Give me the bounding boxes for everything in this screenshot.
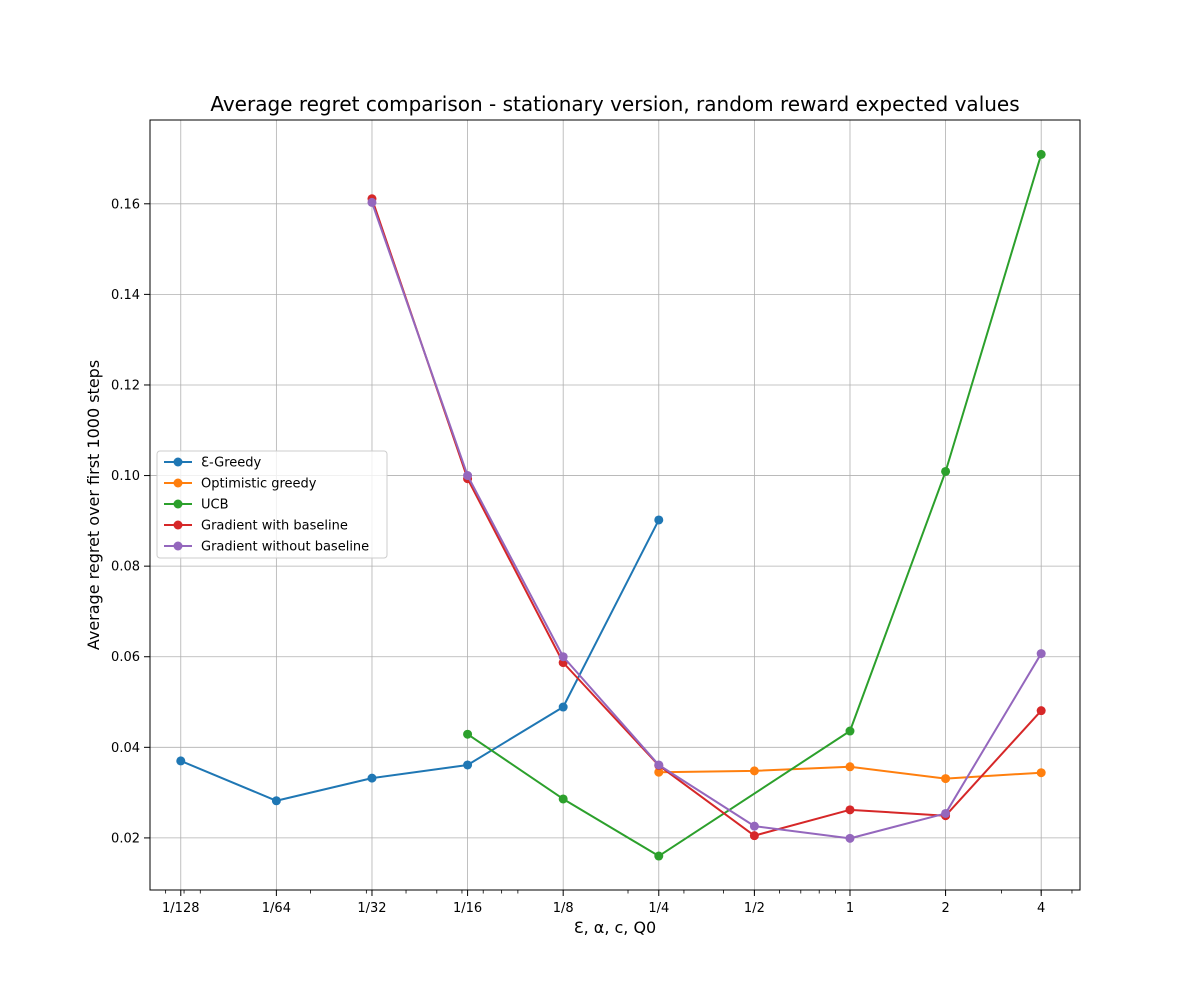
x-tick-label: 4	[1037, 901, 1045, 916]
legend-swatch-marker	[173, 520, 183, 530]
data-point	[654, 760, 664, 770]
legend-label: Gradient with baseline	[201, 519, 348, 534]
data-point	[941, 774, 951, 784]
series-line	[371, 198, 1042, 837]
series-2	[654, 762, 1046, 784]
x-tick-label: 1/4	[648, 901, 669, 916]
data-point	[558, 794, 568, 804]
y-tick-label: 0.14	[111, 288, 140, 303]
data-point	[845, 726, 855, 736]
data-point	[845, 833, 855, 843]
data-point	[463, 760, 473, 770]
axes: 1/128 1/64 1/32 1/16 1/8 1/4 1/2 1 2 4 0.02 0.04 0.0…	[111, 197, 1073, 916]
data-point	[1036, 149, 1046, 159]
x-tick-label: 1/32	[357, 901, 386, 916]
x-axis-title: Ɛ, α, c, Q0	[574, 918, 656, 937]
legend: Ɛ-Greedy Optimistic greedy UCB Gradient wit…	[156, 450, 388, 559]
data-point	[749, 831, 759, 841]
data-point	[271, 796, 281, 806]
data-point	[558, 652, 568, 662]
y-tick-label: 0.06	[111, 650, 140, 665]
y-tick-label: 0.04	[111, 741, 140, 756]
legend-swatch-marker	[173, 457, 183, 467]
y-tick-label: 0.12	[111, 378, 140, 393]
y-tick-label: 0.10	[111, 469, 140, 484]
legend-label: Ɛ-Greedy	[201, 456, 262, 471]
x-tick-label: 1/128	[162, 901, 199, 916]
data-point	[1036, 649, 1046, 659]
y-tick-label: 0.08	[111, 560, 140, 575]
legend-swatch-marker	[173, 541, 183, 551]
data-point	[941, 808, 951, 818]
data-point	[558, 702, 568, 712]
data-point	[941, 466, 951, 476]
y-tick-label: 0.16	[111, 197, 140, 212]
series-3	[463, 149, 1046, 861]
y-axis-title: Average regret over first 1000 steps	[84, 360, 103, 650]
y-tick-label: 0.02	[111, 831, 140, 846]
data-point	[463, 729, 473, 739]
x-tick-label: 2	[941, 901, 949, 916]
grid	[150, 120, 1080, 890]
data-point	[176, 756, 186, 766]
data-point	[463, 471, 473, 481]
x-tick-label: 1	[846, 901, 854, 916]
legend-swatch-marker	[173, 478, 183, 488]
data-point	[749, 821, 759, 831]
data-point	[845, 762, 855, 772]
data-point	[367, 773, 377, 783]
x-tick-label: 1/8	[553, 901, 574, 916]
chart-title: Average regret comparison - stationary v…	[210, 92, 1019, 116]
data-point	[749, 766, 759, 776]
x-tick-label: 1/64	[262, 901, 291, 916]
series-line	[371, 202, 1043, 840]
legend-swatch-marker	[173, 499, 183, 509]
legend-label: UCB	[201, 498, 229, 513]
legend-label: Optimistic greedy	[201, 477, 317, 492]
data-point	[1036, 768, 1046, 778]
x-tick-label: 1/16	[453, 901, 482, 916]
legend-label: Gradient without baseline	[201, 540, 369, 555]
data-point	[367, 197, 377, 207]
series-layer	[176, 149, 1046, 861]
series-line	[467, 154, 1043, 858]
legend-box	[156, 450, 388, 559]
series-5	[367, 197, 1046, 843]
x-tick-label: 1/2	[744, 901, 765, 916]
data-point	[654, 515, 664, 525]
data-point	[1036, 706, 1046, 716]
plot-frame	[149, 119, 1081, 891]
data-point	[654, 767, 664, 777]
data-point	[845, 805, 855, 815]
data-point	[654, 851, 664, 861]
